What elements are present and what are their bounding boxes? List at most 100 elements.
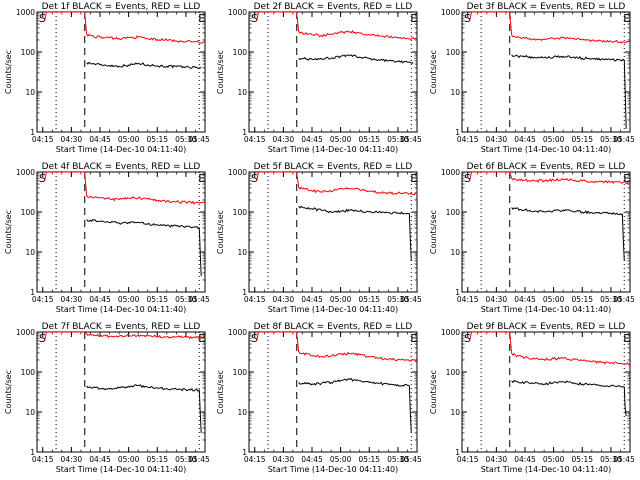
y-tick-label: 100	[446, 48, 461, 57]
start-marker: S	[39, 332, 46, 345]
x-tick-label: 05:30	[600, 295, 622, 304]
panel-title: Det 5f BLACK = Events, RED = LLD	[254, 162, 413, 172]
y-axis-label: Counts/sec	[4, 210, 13, 254]
start-marker: S	[39, 172, 46, 185]
x-tick-label: 05:00	[330, 295, 352, 304]
x-tick-label: 05:00	[543, 455, 565, 464]
x-tick-label: 05:15	[358, 295, 380, 304]
detector-panel-6: Det 6f BLACK = Events, RED = LLD 1 10 100 10…	[429, 162, 635, 314]
x-tick-label: 04:30	[61, 295, 83, 304]
x-tick-label: 05:00	[330, 455, 352, 464]
x-tick-label: 05:00	[118, 295, 140, 304]
end-marker: E	[623, 332, 630, 345]
lld-series-line	[44, 172, 205, 205]
y-tick-label: 100	[233, 48, 248, 57]
y-axis-label: Counts/sec	[4, 50, 13, 94]
x-tick-label: 05:45	[613, 295, 635, 304]
x-tick-label: 04:45	[514, 135, 536, 144]
panel-title: Det 2f BLACK = Events, RED = LLD	[254, 2, 413, 12]
plot-frame	[36, 11, 206, 133]
y-tick-label: 1	[242, 288, 247, 297]
y-tick-label: 100	[446, 368, 461, 377]
x-tick-label: 04:15	[32, 135, 54, 144]
end-marker: E	[623, 12, 630, 25]
y-axis-label: Counts/sec	[429, 210, 438, 254]
y-tick-label: 1	[30, 128, 35, 137]
lld-series-line	[256, 12, 417, 40]
end-marker: E	[198, 332, 205, 345]
events-series-line	[298, 377, 412, 433]
x-tick-label: 05:30	[600, 455, 622, 464]
end-marker: E	[410, 332, 417, 345]
plot-frame	[461, 171, 631, 293]
x-tick-label: 04:45	[89, 455, 111, 464]
x-axis-label: Start Time (14-Dec-10 04:11:40)	[56, 465, 187, 474]
x-tick-label: 04:15	[457, 135, 479, 144]
detector-panel-5: Det 5f BLACK = Events, RED = LLD 1 10 100 10…	[216, 162, 422, 314]
panel-title: Det 6f BLACK = Events, RED = LLD	[467, 162, 626, 172]
x-tick-label: 04:30	[486, 135, 508, 144]
x-tick-label: 04:30	[273, 455, 295, 464]
y-tick-label: 1	[455, 128, 460, 137]
y-tick-label: 1000	[441, 328, 460, 337]
x-tick-label: 05:00	[118, 455, 140, 464]
events-series-line	[86, 61, 202, 70]
x-tick-label: 05:30	[387, 455, 409, 464]
y-tick-label: 100	[21, 48, 36, 57]
end-marker: E	[410, 172, 417, 185]
x-tick-label: 04:45	[301, 455, 323, 464]
lld-series-line	[44, 332, 205, 342]
x-tick-label: 05:30	[175, 135, 197, 144]
y-axis-label: Counts/sec	[429, 370, 438, 414]
x-tick-label: 05:45	[400, 295, 422, 304]
y-tick-label: 1000	[16, 168, 35, 177]
y-tick-label: 100	[21, 368, 36, 377]
y-tick-label: 1	[242, 448, 247, 457]
y-tick-label: 10	[450, 408, 460, 417]
x-tick-label: 04:45	[89, 135, 111, 144]
events-series-line	[511, 207, 625, 261]
events-series-line	[511, 54, 627, 129]
x-tick-label: 05:30	[600, 135, 622, 144]
panel-title: Det 1f BLACK = Events, RED = LLD	[42, 2, 201, 12]
x-tick-label: 04:15	[244, 295, 266, 304]
x-axis-label: Start Time (14-Dec-10 04:11:40)	[481, 465, 612, 474]
plot-frame	[461, 331, 631, 453]
x-tick-label: 05:15	[358, 135, 380, 144]
x-tick-label: 04:15	[457, 295, 479, 304]
y-axis-label: Counts/sec	[216, 210, 225, 254]
y-axis-label: Counts/sec	[216, 370, 225, 414]
x-tick-label: 04:15	[457, 455, 479, 464]
x-axis-label: Start Time (14-Dec-10 04:11:40)	[481, 305, 612, 314]
y-tick-label: 10	[237, 248, 247, 257]
y-tick-label: 10	[237, 88, 247, 97]
x-tick-label: 04:45	[89, 295, 111, 304]
x-tick-label: 04:30	[273, 295, 295, 304]
lld-series-line	[469, 12, 630, 44]
x-axis-label: Start Time (14-Dec-10 04:11:40)	[481, 145, 612, 154]
panel-title: Det 7f BLACK = Events, RED = LLD	[42, 322, 201, 332]
lld-series-line	[469, 172, 630, 185]
x-tick-label: 05:45	[613, 455, 635, 464]
y-tick-label: 1000	[16, 328, 35, 337]
y-tick-label: 1000	[228, 328, 247, 337]
x-axis-label: Start Time (14-Dec-10 04:11:40)	[268, 305, 399, 314]
y-tick-label: 1000	[16, 8, 35, 17]
x-tick-label: 05:45	[613, 135, 635, 144]
x-tick-label: 04:45	[514, 295, 536, 304]
y-tick-label: 1	[242, 128, 247, 137]
x-tick-label: 05:45	[188, 135, 210, 144]
x-tick-label: 04:30	[61, 455, 83, 464]
plot-frame	[461, 11, 631, 133]
x-tick-label: 05:15	[358, 455, 380, 464]
x-tick-label: 04:30	[486, 455, 508, 464]
plot-frame	[248, 331, 418, 453]
detector-panel-7: Det 7f BLACK = Events, RED = LLD 1 10 100 10…	[4, 322, 210, 474]
y-tick-label: 1	[455, 288, 460, 297]
start-marker: S	[464, 332, 471, 345]
start-marker: S	[464, 12, 471, 25]
x-tick-label: 05:30	[387, 135, 409, 144]
x-tick-label: 05:00	[543, 295, 565, 304]
y-tick-label: 10	[237, 408, 247, 417]
